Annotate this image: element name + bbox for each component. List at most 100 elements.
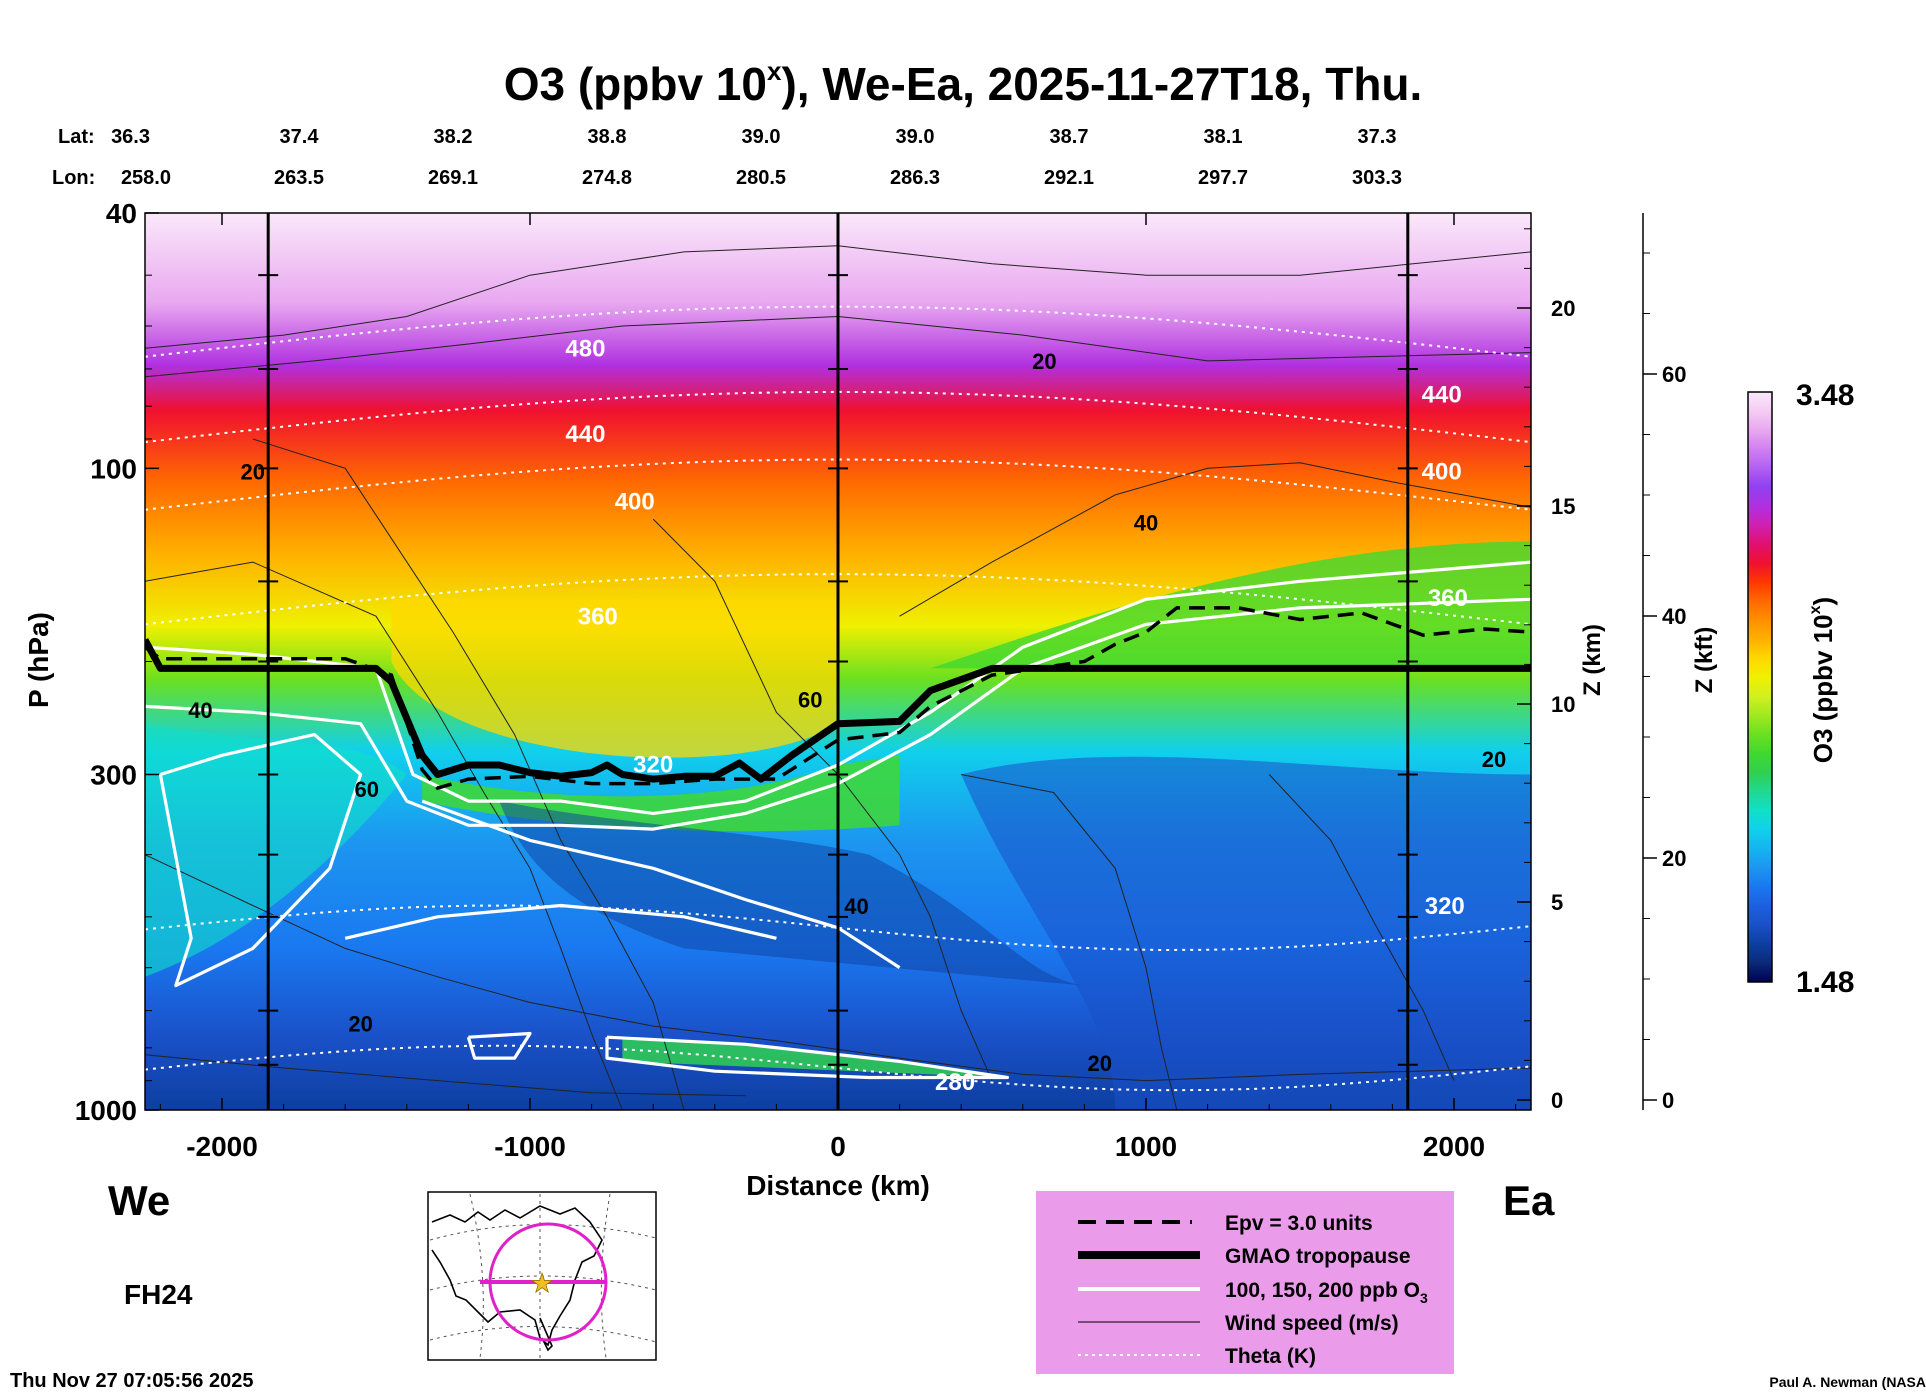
wind-contour-10 (145, 1054, 746, 1097)
legend-item-wind: Wind speed (m/s) (1225, 1312, 1399, 1335)
lon-label: Lon: (52, 167, 95, 189)
ozone-contour-3 (158, 733, 363, 988)
colorbar-scale (1747, 391, 1773, 983)
theta-label-3: 400 (615, 489, 655, 516)
wind-label-8: 40 (1134, 511, 1158, 536)
lon-value-7: 292.1 (1044, 167, 1094, 189)
x-axis: -2000 -1000 0 1000 2000 (159, 213, 1517, 1162)
wind-contour-2 (145, 315, 1531, 378)
lon-value-4: 274.8 (582, 167, 632, 189)
z-km-label: Z (km) (1579, 624, 1606, 696)
map-center-star-icon: ★ (530, 1268, 553, 1298)
ozone-contour-2 (145, 597, 1531, 831)
colorbar-max-label: 3.48 (1796, 379, 1854, 412)
lat-label: Lat: (58, 126, 95, 148)
x-tick-label-2: -1000 (494, 1131, 566, 1162)
y-axis-left-label: P (hPa) (23, 612, 54, 708)
lat-value-5: 39.0 (742, 126, 781, 148)
lon-value-9: 303.3 (1352, 167, 1402, 189)
x-tick-label-1: -2000 (186, 1131, 258, 1162)
wind-label-6: 20 (348, 1012, 372, 1037)
wind-contour-6 (899, 462, 1531, 617)
theta-contour-3 (145, 458, 1531, 511)
lat-lon-values: 36.3 258.0 37.4 263.5 38.2 269.1 38.8 274.8 39.0… (111, 126, 1402, 189)
wind-speed-contours (145, 245, 1531, 1110)
theta-label-6: 280 (935, 1069, 975, 1096)
contour-labels: 480 440 400 360 320 280 440 400 360 320 20 40 60 60 40… (188, 336, 1506, 1096)
theta-label-10: 320 (1425, 893, 1465, 920)
upper-trough-feature (391, 599, 838, 758)
epv-dashed-line (145, 606, 1531, 791)
lat-value-2: 37.4 (280, 126, 320, 148)
lat-value-4: 38.8 (588, 126, 627, 148)
x-tick-label-3: 0 (830, 1131, 846, 1162)
theta-label-2: 440 (565, 421, 605, 448)
theta-label-4: 360 (578, 603, 618, 630)
wind-label-4: 60 (798, 688, 822, 713)
west-midtrop-feature (145, 723, 407, 977)
footer-credit: Paul A. Newman (NASA (1769, 1374, 1926, 1390)
wind-label-3: 60 (355, 777, 379, 802)
ozone-contour-1 (145, 560, 1531, 815)
map-coastline (431, 1205, 603, 1347)
z-kft-label: Z (kft) (1691, 627, 1718, 694)
ozone-contour-6 (466, 1031, 532, 1060)
tropopause-line (145, 638, 1531, 783)
wind-contour-8 (1268, 774, 1455, 1081)
wind-label-7: 20 (1032, 349, 1056, 374)
kft-tick-label-1: 0 (1662, 1088, 1674, 1113)
lower-trop-green-streak (622, 1037, 1008, 1078)
chart-title: O3 (ppbv 10x), We-Ea, 2025-11-27T18, Thu… (504, 56, 1423, 110)
kft-tick-label-3: 40 (1662, 604, 1686, 629)
wind-contour-4 (252, 438, 685, 1110)
wind-label-5: 40 (844, 894, 868, 919)
lat-lon-header: Lat: Lon: 36.3 258.0 37.4 263.5 38.2 269.1 38.… (52, 126, 1402, 189)
lon-value-1: 258.0 (121, 167, 171, 189)
lon-value-2: 263.5 (274, 167, 324, 189)
wind-contour-9 (145, 854, 1531, 1082)
colorbar: 3.48 1.48 O3 (ppbv 10x) (1747, 379, 1854, 999)
legend-item-tropopause: GMAO tropopause (1225, 1245, 1411, 1268)
wind-label-9: 20 (1088, 1051, 1112, 1076)
east-low-ozone-region (961, 756, 1531, 1110)
lat-value-8: 38.1 (1204, 126, 1243, 148)
west-label: We (108, 1177, 170, 1224)
wind-contour-3 (145, 561, 623, 1110)
y-axis-left: 40 100 300 1000 (75, 198, 159, 1126)
colorbar-title: O3 (ppbv 10x) (1807, 597, 1838, 763)
colorbar-min-label: 1.48 (1796, 966, 1854, 999)
legend-background (1036, 1191, 1454, 1374)
theta-contour-2 (145, 390, 1531, 444)
ozone-field-features (145, 541, 1531, 1110)
theta-contour-4 (145, 573, 1531, 626)
x-tick-label-5: 2000 (1423, 1131, 1485, 1162)
theta-label-9: 360 (1428, 585, 1468, 612)
legend-item-epv: Epv = 3.0 units (1225, 1212, 1373, 1235)
km-tick-label-2: 5 (1551, 890, 1563, 915)
map-florida (539, 1317, 553, 1352)
ozone-contour-4 (421, 799, 901, 969)
y-tick-label-3: 300 (90, 759, 137, 790)
km-tick-label-1: 0 (1551, 1088, 1563, 1113)
wind-contour-7 (961, 774, 1178, 1110)
y-tick-label-2: 100 (90, 453, 137, 484)
theta-label-5: 320 (633, 752, 673, 779)
wind-contour-1 (145, 245, 1531, 349)
wind-label-10: 20 (1482, 747, 1506, 772)
lat-value-9: 37.3 (1358, 126, 1397, 148)
legend-item-theta: Theta (K) (1225, 1345, 1316, 1368)
forecast-hour-label: FH24 (124, 1279, 193, 1310)
wind-label-1: 20 (241, 459, 265, 484)
wind-contour-5 (652, 518, 993, 1081)
lon-value-3: 269.1 (428, 167, 478, 189)
lat-value-6: 39.0 (896, 126, 935, 148)
y-axis-right-kft: 0 20 40 60 (1642, 213, 1686, 1113)
km-tick-label-5: 20 (1551, 296, 1575, 321)
x-axis-label: Distance (km) (746, 1170, 930, 1201)
theta-label-7: 440 (1422, 382, 1462, 409)
ozone-contour-5 (344, 903, 777, 940)
lon-value-8: 297.7 (1198, 167, 1248, 189)
east-label: Ea (1503, 1177, 1555, 1224)
legend: Epv = 3.0 units GMAO tropopause 100, 150… (1036, 1191, 1454, 1374)
